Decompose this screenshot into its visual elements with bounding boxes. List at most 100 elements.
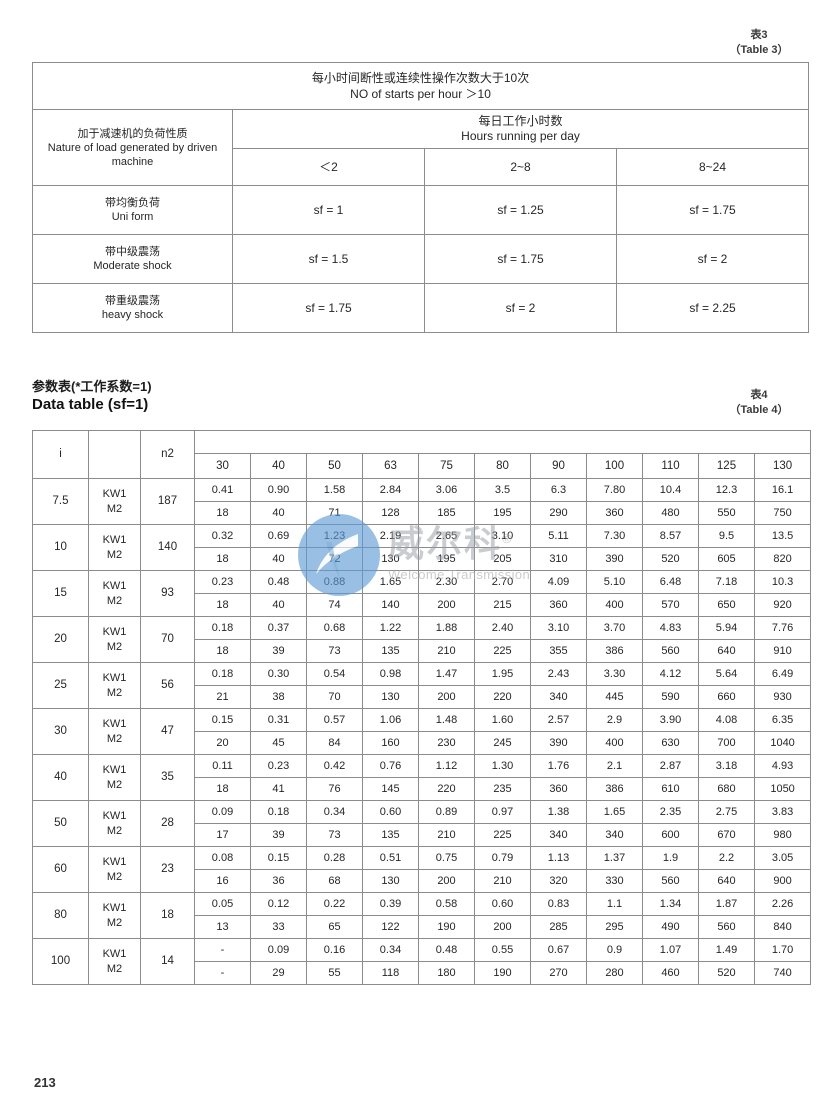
table4-cell-kw1: 2.2 — [698, 846, 755, 870]
table4-cell-kw1: 0.39 — [362, 892, 419, 916]
table4-cell-m2: 18 — [194, 777, 251, 801]
table4-cell-m2: 180 — [418, 961, 475, 985]
table3-nature-cn: 加于减速机的负荷性质 — [77, 127, 188, 140]
table4-cell-kw1: 1.12 — [418, 754, 475, 778]
table4-cell-m2: 640 — [698, 869, 755, 893]
table4-cell-kw1: 6.3 — [530, 478, 587, 502]
table4-cell-kw1: 4.08 — [698, 708, 755, 732]
table4-cell-kw1: 1.88 — [418, 616, 475, 640]
table4-cell-kw1: 0.30 — [250, 662, 307, 686]
table4-cell-ratio: 15 — [32, 570, 89, 617]
table4-cell-kw1: 0.28 — [306, 846, 363, 870]
table4-cell-m2: 560 — [642, 869, 699, 893]
table3-banner-row: 每小时间断性或连续性操作次数大于10次 NO of starts per hou… — [31, 62, 810, 110]
table4-cell-kw1: 0.54 — [306, 662, 363, 686]
table4-cell-m2: 140 — [362, 593, 419, 617]
table3-row: 带均衡负荷 Uni form sf = 1 sf = 1.25 sf = 1.7… — [32, 185, 810, 235]
table3-row-label: 带均衡负荷 Uni form — [32, 185, 233, 235]
table4-cell-unit: KW1 M2 — [88, 570, 141, 617]
table4-cell-m2: 390 — [530, 731, 587, 755]
table4-cell-m2: 605 — [698, 547, 755, 571]
table4-cell-m2: 560 — [642, 639, 699, 663]
table4-cell-kw1: 6.35 — [753, 708, 812, 732]
table4-cell-kw1: 13.5 — [753, 524, 812, 548]
table4-row: 30 KW1 M2 47 0.15 0.31 0.57 1.06 1.48 1.60 2.57 2.9… — [32, 708, 812, 755]
table4-cell-m2: 205 — [474, 547, 531, 571]
table4-cell-m2: 295 — [586, 915, 643, 939]
table4-unit-label: KW1 — [102, 579, 127, 592]
table4-cell-unit: KW1 M2 — [88, 754, 141, 801]
table3-hours-cn: 每日工作小时数 — [478, 114, 563, 128]
table4-cell-m2: 280 — [586, 961, 643, 985]
table4-unit-label: KW1 — [102, 487, 127, 500]
table4-cell-kw1: 1.1 — [586, 892, 643, 916]
table4-row: -29 55 118 180 190 270 280 460 520 740 — [33, 961, 812, 985]
table4-cell-m2: 84 — [306, 731, 363, 755]
table4-cell-n2: 70 — [140, 616, 195, 663]
table4-cell-n2: 140 — [140, 524, 195, 571]
table4-cell-m2: 128 — [362, 501, 419, 525]
table4-header-size: 40 — [250, 453, 307, 479]
table4-cell-kw1: 0.60 — [362, 800, 419, 824]
table4-cell-n2: 187 — [140, 478, 195, 525]
table4-cell-m2: 71 — [306, 501, 363, 525]
page-number: 213 — [34, 1075, 56, 1090]
table4-cell-m2: 490 — [642, 915, 699, 939]
table4-cell-m2: 36 — [250, 869, 307, 893]
table4-cell-kw1: 0.58 — [418, 892, 475, 916]
table4-cell-m2: 200 — [474, 915, 531, 939]
table4-cell-kw1: 1.06 — [362, 708, 419, 732]
table4-cell-kw1: 2.70 — [474, 570, 531, 594]
table4-cell-m2: 18 — [194, 547, 251, 571]
table4-cell-m2: 386 — [586, 777, 643, 801]
table4-header-size: 50 — [306, 453, 363, 479]
table4-unit-label: M2 — [106, 548, 123, 561]
table4-cell-m2: 40 — [250, 501, 307, 525]
table4-cell-m2: 750 — [753, 501, 812, 525]
table4-unit-label: M2 — [106, 640, 123, 653]
table4-cell-m2: 72 — [306, 547, 363, 571]
table3-row: 带中级震荡 Moderate shock sf = 1.5 sf = 1.75 … — [32, 234, 810, 284]
table4-cell-m2: 660 — [698, 685, 755, 709]
table4-unit-label: KW1 — [102, 763, 127, 776]
table4-unit-label: M2 — [106, 778, 123, 791]
table3-banner-cn: 每小时间断性或连续性操作次数大于10次 — [311, 71, 530, 85]
table4-cell-m2: 16 — [194, 869, 251, 893]
table4-cell-unit: KW1 M2 — [88, 524, 141, 571]
table4-cell-kw1: 0.12 — [250, 892, 307, 916]
table4-cell-m2: 445 — [586, 685, 643, 709]
table4-cell-m2: 480 — [642, 501, 699, 525]
table4-cell-m2: 190 — [418, 915, 475, 939]
table4-cell-kw1: 0.69 — [250, 524, 307, 548]
table4-cell-kw1: 0.18 — [194, 616, 251, 640]
table3-range-cell: 8~24 — [615, 148, 810, 186]
table4-row: 40 KW1 M2 35 0.11 0.23 0.42 0.76 1.12 1.30 1.76 2.1… — [32, 754, 812, 801]
table4-header-size: 30 — [194, 453, 251, 479]
table4-cell-kw1: 1.47 — [418, 662, 475, 686]
table4-cell-kw1: 3.5 — [474, 478, 531, 502]
table4-cell-kw1: 0.88 — [306, 570, 363, 594]
table4-cell-kw1: 3.10 — [530, 616, 587, 640]
table4-cell-kw1: 0.68 — [306, 616, 363, 640]
table4-cell-n2: 23 — [140, 846, 195, 893]
table4-cell-m2: 560 — [698, 915, 755, 939]
table4-row: 50 KW1 M2 28 0.09 0.18 0.34 0.60 0.89 0.97 1.38 1.6… — [32, 800, 812, 847]
table3-caption: 表3 （Table 3） — [714, 28, 804, 58]
table4-cell-m2: 285 — [530, 915, 587, 939]
table4-cell-kw1: 0.15 — [250, 846, 307, 870]
table4-cell-ratio: 10 — [32, 524, 89, 571]
table4-cell-kw1: 1.60 — [474, 708, 531, 732]
table4-cell-kw1: 0.22 — [306, 892, 363, 916]
table4-cell-kw1: 0.48 — [418, 938, 475, 962]
table4-cell-m2: 220 — [418, 777, 475, 801]
table4-cell-m2: 33 — [250, 915, 307, 939]
table4-row: 7.5 KW1 M2 187 0.41 0.90 1.58 2.84 3.06 3.5 6.3 7.8… — [32, 478, 812, 525]
data-table: i n2 30 40 50 63 75 80 90 100 110 125 130 7.5 KW1 M2 187… — [32, 430, 812, 985]
table4-cell-kw1: 1.95 — [474, 662, 531, 686]
table4-row: 20 45 84 160 230 245 390 400 630 700 1040 — [33, 731, 812, 755]
table4-unit-label: M2 — [106, 686, 123, 699]
table4-cell-m2: 17 — [194, 823, 251, 847]
table4-cell-kw1: 7.18 — [698, 570, 755, 594]
table4-row: 18 40 72 130 195 205 310 390 520 605 820 — [33, 547, 812, 571]
table4-cell-m2: 210 — [474, 869, 531, 893]
